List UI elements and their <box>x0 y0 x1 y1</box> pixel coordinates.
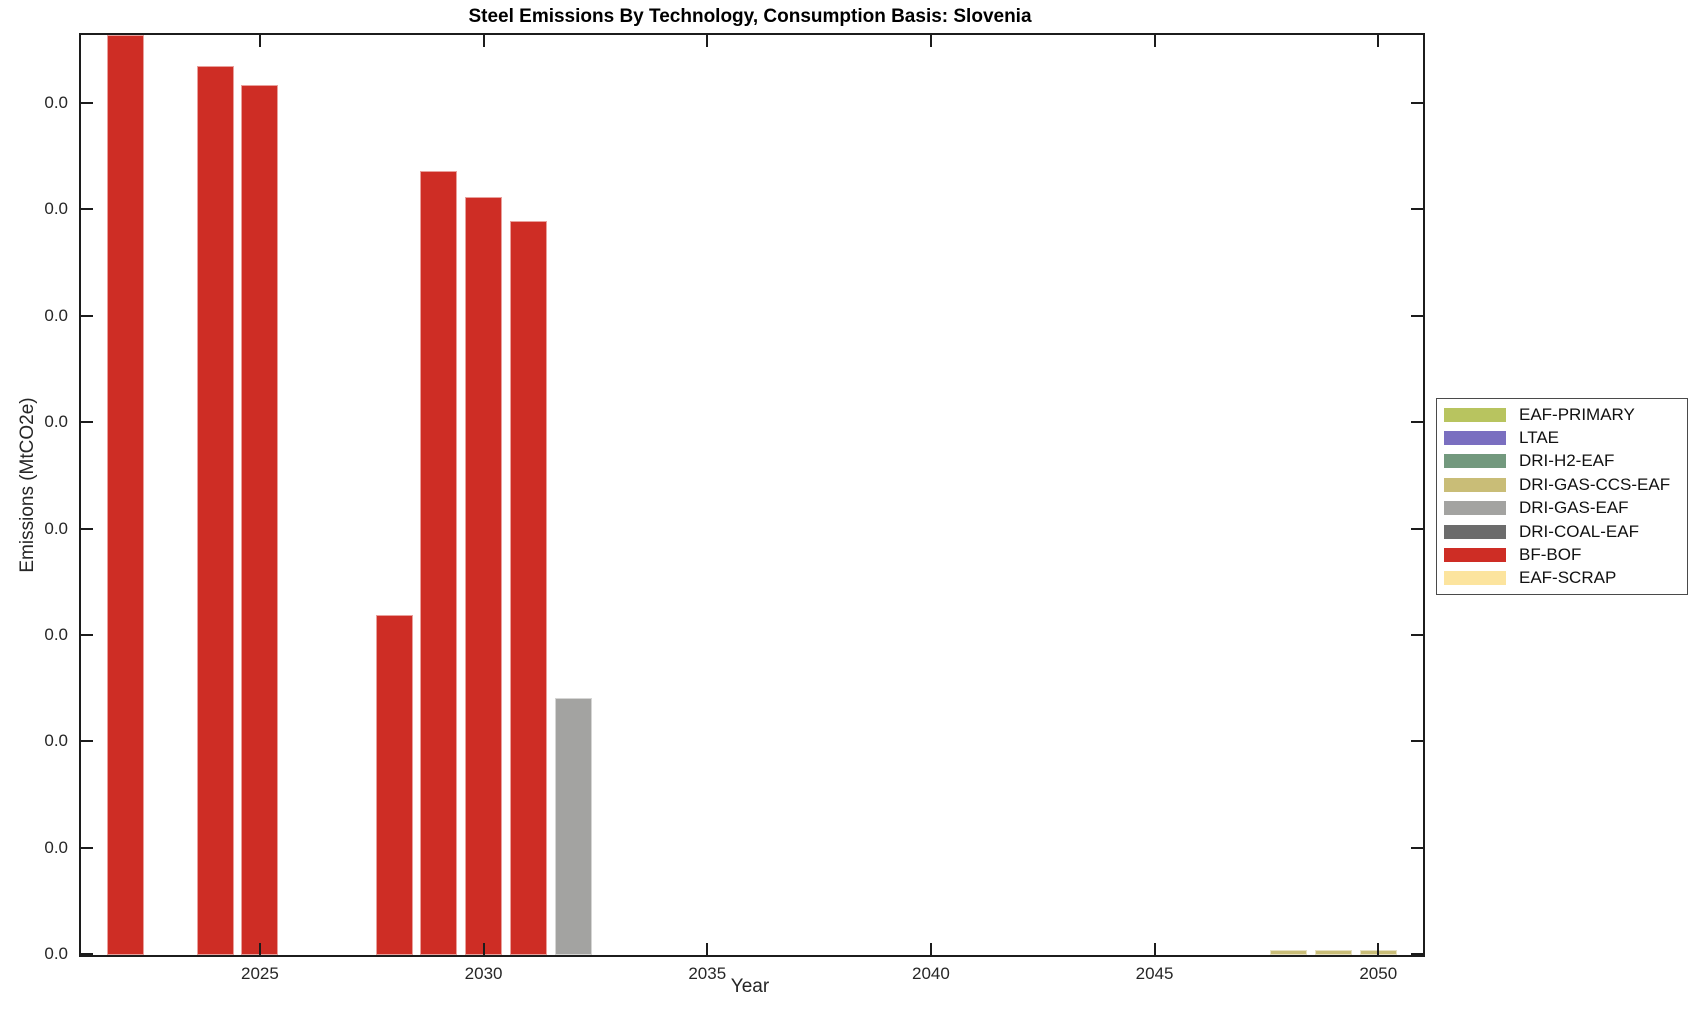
x-tick <box>706 35 709 47</box>
legend-item: DRI-GAS-CCS-EAF <box>1437 475 1687 495</box>
legend-item: EAF-SCRAP <box>1437 568 1687 588</box>
y-tick <box>81 208 93 211</box>
legend-label: DRI-H2-EAF <box>1519 451 1615 471</box>
legend: EAF-PRIMARY LTAE DRI-H2-EAF DRI-GAS-CCS-EAF… <box>1436 398 1688 595</box>
bar <box>554 697 592 955</box>
y-tick-label: 0.0 <box>44 412 68 432</box>
y-tick-label: 0.0 <box>44 624 68 644</box>
legend-swatch <box>1444 501 1506 516</box>
legend-swatch <box>1444 524 1506 539</box>
x-tick-label: 2040 <box>912 964 950 983</box>
x-tick-label: 2050 <box>1359 964 1398 983</box>
y-tick <box>1411 846 1423 849</box>
legend-item: BF-BOF <box>1437 545 1687 565</box>
y-tick <box>1411 633 1423 636</box>
legend-label: DRI-GAS-CCS-EAF <box>1519 474 1671 494</box>
y-tick <box>1411 314 1423 317</box>
x-tick <box>1153 35 1156 47</box>
bar <box>196 65 234 955</box>
x-tick <box>929 35 932 47</box>
y-tick <box>1411 208 1423 211</box>
legend-item: LTAE <box>1437 428 1687 448</box>
y-tick-label: 0.0 <box>44 518 68 538</box>
y-tick <box>81 421 93 424</box>
legend-swatch <box>1444 547 1506 562</box>
legend-label: BF-BOF <box>1519 544 1582 564</box>
x-tick <box>482 943 485 955</box>
x-tick <box>258 35 261 47</box>
y-tick-label: 0.0 <box>44 731 68 751</box>
y-tick <box>81 527 93 530</box>
x-axis-label: Year <box>730 976 770 997</box>
y-tick <box>81 314 93 317</box>
legend-item: DRI-H2-EAF <box>1437 451 1687 471</box>
y-tick <box>81 633 93 636</box>
bar <box>465 196 503 955</box>
x-tick <box>929 943 932 955</box>
legend-label: EAF-PRIMARY <box>1519 404 1635 424</box>
legend-swatch <box>1444 431 1506 446</box>
y-tick <box>1411 740 1423 743</box>
y-tick <box>81 953 93 955</box>
plot-area: 2025 2030 2035 2040 2045 2050 0.0 0.0 0.0 0.0 0.0 0… <box>44 33 1425 983</box>
legend-label: LTAE <box>1519 428 1559 448</box>
bar <box>420 171 458 955</box>
y-tick <box>1411 953 1423 955</box>
bar <box>375 614 413 955</box>
y-tick-label: 0.0 <box>44 199 68 219</box>
y-tick-label: 0.0 <box>44 944 68 963</box>
x-tick <box>1377 943 1380 955</box>
x-tick-label: 2045 <box>1135 964 1174 983</box>
bar <box>241 84 279 955</box>
chart-title: Steel Emissions By Technology, Consumpti… <box>468 6 1032 27</box>
bar <box>107 35 145 955</box>
y-tick <box>1411 102 1423 105</box>
x-tick <box>1377 35 1380 47</box>
x-tick <box>482 35 485 47</box>
x-tick <box>1153 943 1156 955</box>
legend-item: EAF-PRIMARY <box>1437 405 1687 425</box>
legend-swatch <box>1444 407 1506 422</box>
bar <box>1270 949 1308 955</box>
legend-item: DRI-COAL-EAF <box>1437 522 1687 542</box>
bar <box>1315 949 1353 955</box>
y-tick <box>81 740 93 743</box>
x-tick-label: 2025 <box>241 964 279 983</box>
y-tick <box>81 102 93 105</box>
y-tick <box>1411 527 1423 530</box>
y-tick-label: 0.0 <box>44 837 68 857</box>
x-tick-label: 2030 <box>464 964 503 983</box>
x-tick <box>258 943 261 955</box>
bar <box>509 221 547 955</box>
y-tick-label: 0.0 <box>44 305 68 325</box>
x-tick <box>706 943 709 955</box>
legend-swatch <box>1444 571 1506 586</box>
legend-label: DRI-GAS-EAF <box>1519 498 1629 518</box>
legend-item: DRI-GAS-EAF <box>1437 498 1687 518</box>
x-tick-label: 2035 <box>688 964 727 983</box>
y-axis-label: Emissions (MtCO2e) <box>17 397 38 573</box>
y-tick <box>81 846 93 849</box>
y-tick-label: 0.0 <box>44 93 68 113</box>
y-tick <box>1411 421 1423 424</box>
legend-swatch <box>1444 454 1506 469</box>
legend-swatch <box>1444 477 1506 492</box>
legend-label: DRI-COAL-EAF <box>1519 521 1639 541</box>
legend-label: EAF-SCRAP <box>1519 568 1617 588</box>
